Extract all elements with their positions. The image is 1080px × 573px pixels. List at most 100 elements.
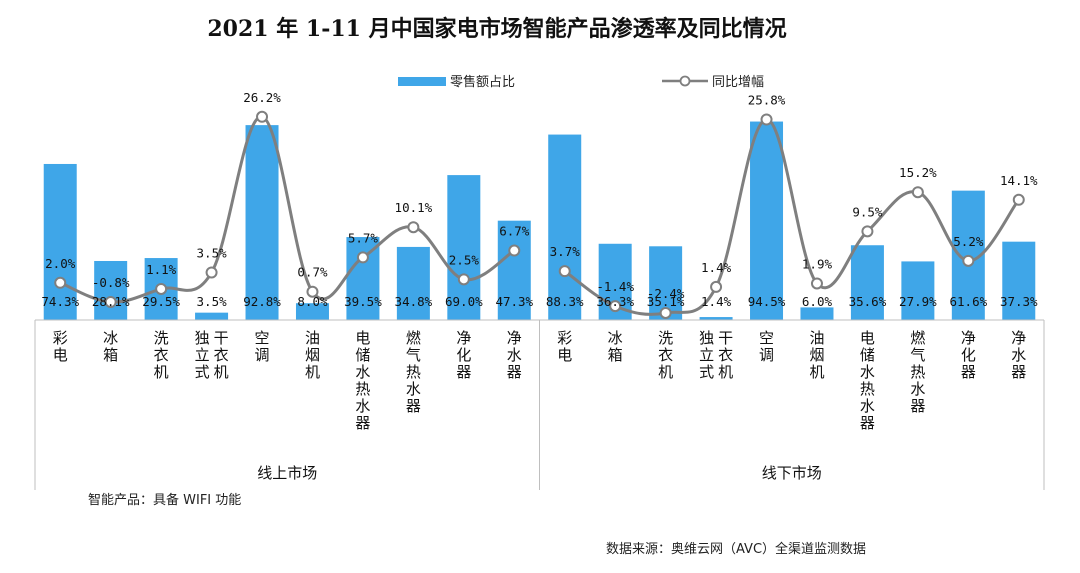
svg-text:器: 器 (355, 414, 370, 432)
svg-text:洗: 洗 (154, 329, 169, 347)
share-label: 3.5% (197, 294, 228, 309)
svg-text:箱: 箱 (103, 346, 118, 364)
yoy-point (508, 244, 521, 257)
legend-bar-swatch (398, 77, 446, 86)
yoy-label: 1.9% (802, 256, 833, 271)
bar (548, 134, 582, 320)
yoy-label: 1.4% (701, 260, 732, 275)
category-label: 净水器 (507, 329, 522, 381)
svg-text:机: 机 (214, 363, 229, 381)
category-label: 洗衣机 (658, 329, 673, 381)
svg-text:空: 空 (255, 329, 270, 347)
category-label: 空调 (759, 329, 774, 364)
yoy-label: 9.5% (852, 204, 883, 219)
bar (94, 260, 128, 320)
yoy-label: 15.2% (899, 165, 937, 180)
svg-text:水: 水 (1011, 346, 1026, 364)
svg-text:净: 净 (961, 329, 976, 347)
svg-text:油: 油 (809, 329, 824, 347)
category-label: 净水器 (1011, 329, 1026, 381)
share-label: 88.3% (546, 294, 584, 309)
group-label: 线上市场 (257, 464, 317, 482)
data-labels: 74.3% 2.0% 28.1% -0.8% 29.5% 1.1% 3.5% 3.5% 92.8… (41, 90, 1038, 309)
svg-text:气: 气 (910, 346, 925, 364)
x-axis (34, 319, 1045, 490)
yoy-label: 5.2% (953, 234, 984, 249)
share-label: 29.5% (142, 294, 180, 309)
svg-text:式: 式 (699, 363, 714, 381)
svg-text:烟: 烟 (809, 346, 824, 364)
svg-text:调: 调 (759, 346, 774, 364)
bar-series (43, 121, 1036, 321)
svg-text:器: 器 (406, 397, 421, 415)
legend-line-label: 同比增幅 (712, 75, 764, 90)
category-label: 冰箱 (103, 329, 118, 364)
svg-text:机: 机 (658, 363, 673, 381)
svg-text:独: 独 (195, 329, 210, 347)
share-label: 8.0% (297, 294, 328, 309)
bar (699, 317, 733, 320)
group-label: 线下市场 (762, 464, 822, 482)
svg-text:储: 储 (860, 346, 875, 364)
yoy-point (760, 113, 773, 126)
yoy-point (558, 265, 571, 278)
yoy-label: -0.8% (92, 275, 130, 290)
svg-text:热: 热 (355, 380, 370, 398)
svg-text:化: 化 (961, 346, 976, 364)
svg-text:衣: 衣 (154, 346, 169, 364)
yoy-point (710, 280, 723, 293)
svg-text:净: 净 (507, 329, 522, 347)
share-label: 28.1% (92, 294, 130, 309)
yoy-label: 26.2% (243, 90, 281, 105)
svg-text:箱: 箱 (608, 346, 623, 364)
svg-text:化: 化 (456, 346, 471, 364)
yoy-point (104, 295, 117, 308)
svg-text:器: 器 (456, 363, 471, 381)
bar (43, 163, 77, 320)
yoy-label: 2.5% (449, 252, 480, 267)
yoy-label: 3.5% (197, 245, 228, 260)
svg-text:衣: 衣 (718, 346, 733, 364)
data-source: 数据来源：奥维云网（AVC）全渠道监测数据 (606, 541, 866, 557)
category-label: 空调 (255, 329, 270, 364)
yoy-label: 5.7% (348, 230, 379, 245)
group-labels: 线上市场 线下市场 (257, 464, 822, 482)
svg-text:水: 水 (355, 363, 370, 381)
svg-text:水: 水 (355, 397, 370, 415)
yoy-point (659, 306, 672, 319)
svg-text:热: 热 (406, 363, 421, 381)
svg-text:油: 油 (305, 329, 320, 347)
yoy-point (155, 282, 168, 295)
svg-text:立: 立 (195, 346, 210, 364)
svg-text:机: 机 (154, 363, 169, 381)
yoy-point (962, 254, 975, 267)
svg-text:彩: 彩 (557, 329, 572, 347)
bar (497, 220, 531, 320)
yoy-label: -2.4% (647, 286, 685, 301)
svg-text:独: 独 (699, 329, 714, 347)
svg-text:式: 式 (195, 363, 210, 381)
svg-text:储: 储 (355, 346, 370, 364)
share-label: 61.6% (950, 294, 988, 309)
share-label: 6.0% (802, 294, 833, 309)
svg-text:彩: 彩 (53, 329, 68, 347)
svg-text:空: 空 (759, 329, 774, 347)
category-label: 油烟机 (305, 329, 320, 381)
svg-text:水: 水 (860, 397, 875, 415)
svg-text:器: 器 (860, 414, 875, 432)
yoy-point (609, 300, 622, 313)
svg-text:净: 净 (1011, 329, 1026, 347)
svg-text:干: 干 (214, 329, 229, 347)
yoy-point (205, 266, 218, 279)
yoy-point (1012, 193, 1025, 206)
yoy-point (810, 277, 823, 290)
category-label: 冰箱 (608, 329, 623, 364)
bar (447, 175, 481, 320)
svg-text:器: 器 (961, 363, 976, 381)
share-label: 39.5% (344, 294, 382, 309)
legend-bar-label: 零售额占比 (450, 74, 515, 90)
bar (850, 245, 884, 320)
